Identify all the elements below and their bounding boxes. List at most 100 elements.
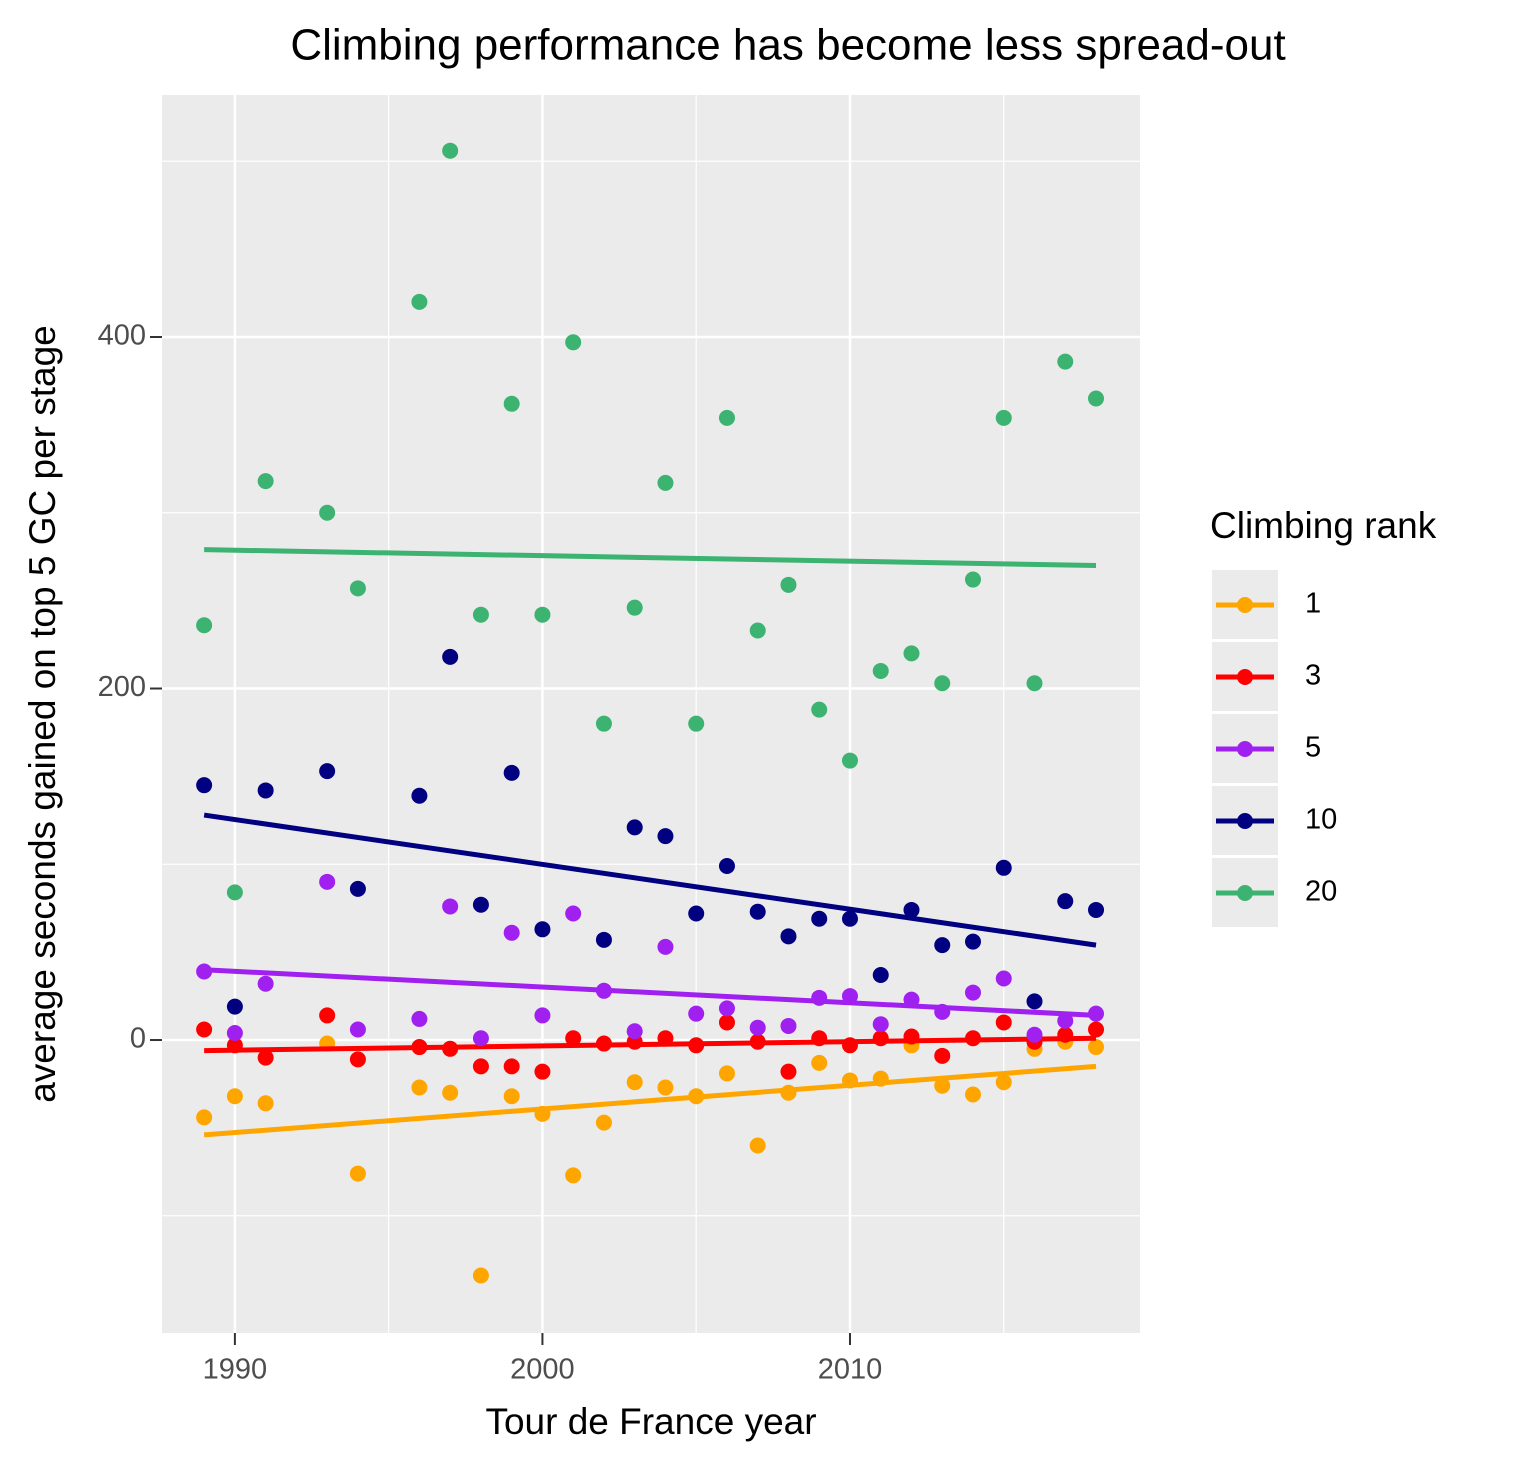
point [965,1086,982,1103]
point [442,1084,459,1101]
point [226,884,243,901]
point [995,1014,1012,1031]
point [565,1167,582,1184]
point [780,928,797,945]
y-tick-label: 0 [130,1023,146,1055]
point [995,1074,1012,1091]
point [718,858,735,875]
point [995,859,1012,876]
point [626,599,643,616]
point [257,1095,274,1112]
trend-line [203,1063,1097,1138]
point [595,931,612,948]
trend-line [204,547,1097,568]
point [442,648,459,665]
point [1057,1012,1074,1029]
point [749,903,766,920]
point [934,1047,951,1064]
point [749,1019,766,1036]
y-tick-label: 400 [98,320,146,352]
point [1057,353,1074,370]
point [257,473,274,490]
point [1088,390,1105,407]
legend-key-point [1237,669,1253,685]
point [503,764,520,781]
point [472,1030,489,1047]
legend-title: Climbing rank [1210,505,1437,546]
point [349,880,366,897]
legend-label: 5 [1305,732,1321,764]
x-axis-title: Tour de France year [485,1401,816,1442]
point [196,617,213,634]
point [995,409,1012,426]
point [349,1051,366,1068]
point [657,828,674,845]
point [349,1165,366,1182]
point [319,873,336,890]
point [472,606,489,623]
trend-line [203,812,1097,948]
point [995,970,1012,987]
point [534,606,551,623]
point [1026,993,1043,1010]
y-tick-label: 200 [98,671,146,703]
point [226,1088,243,1105]
point [811,1054,828,1071]
point [349,580,366,597]
point [718,409,735,426]
plot-panel [162,95,1140,1333]
point [472,896,489,913]
point [718,1065,735,1082]
point [841,988,858,1005]
point [688,1005,705,1022]
legend-key-point [1237,741,1253,757]
point [565,334,582,351]
legend-label: 10 [1305,804,1337,836]
legend-key-point [1237,813,1253,829]
point [626,819,643,836]
point [780,1017,797,1034]
point [1026,1026,1043,1043]
point [196,1109,213,1126]
point [411,293,428,310]
x-tick-label: 1990 [203,1354,268,1386]
point [749,622,766,639]
legend-key-point [1237,597,1253,613]
point [934,937,951,954]
point [657,938,674,955]
legend-label: 3 [1305,660,1321,692]
point [565,1030,582,1047]
point [503,395,520,412]
point [903,645,920,662]
point [411,787,428,804]
point [1026,675,1043,692]
point [503,924,520,941]
point [196,777,213,794]
point [534,921,551,938]
trend-line [204,1035,1097,1054]
point [811,701,828,718]
point [965,933,982,950]
point [257,975,274,992]
point [934,675,951,692]
point [718,1014,735,1031]
point [626,1023,643,1040]
point [226,998,243,1015]
point [965,571,982,588]
point [565,905,582,922]
point [595,1114,612,1131]
point [749,1137,766,1154]
point [319,763,336,780]
legend-label: 20 [1305,876,1337,908]
point [1088,901,1105,918]
trend-line [204,967,1097,1018]
point [534,1063,551,1080]
point [841,752,858,769]
point [872,1030,889,1047]
point [718,1000,735,1017]
point [257,1049,274,1066]
x-tick-label: 2000 [510,1354,575,1386]
point [688,715,705,732]
point [965,984,982,1001]
